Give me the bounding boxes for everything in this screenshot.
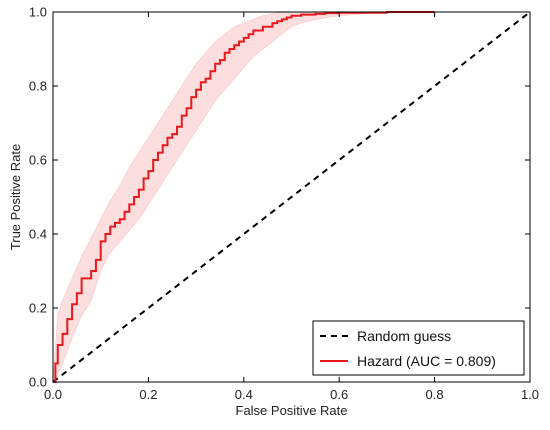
y-tick-label: 0.2 [29, 301, 47, 316]
x-tick-label: 0.6 [330, 387, 348, 402]
x-tick-label: 1.0 [521, 387, 539, 402]
y-tick-label: 0.8 [29, 79, 47, 94]
y-tick-label: 0.4 [29, 227, 47, 242]
x-tick-label: 0.0 [44, 387, 62, 402]
legend: Random guess Hazard (AUC = 0.809) [312, 320, 525, 376]
x-tick-label: 0.8 [426, 387, 444, 402]
series-line-random-guess [52, 11, 531, 383]
x-tick-label: 0.4 [235, 387, 253, 402]
y-tick-label: 0.0 [29, 375, 47, 390]
legend-box [312, 320, 525, 376]
legend-label-hazard: Hazard (AUC = 0.809) [357, 353, 496, 369]
series-layer [52, 11, 531, 383]
confidence-band [52, 11, 435, 383]
x-axis-label: False Positive Rate [236, 403, 348, 418]
y-tick-label: 0.6 [29, 153, 47, 168]
plot-frame [52, 11, 531, 383]
tick-layer: 0.0 0.2 0.4 0.6 0.8 1.0 0.0 0.2 0.4 0.6 0.8 1.0 [29, 5, 539, 403]
y-axis-label: True Positive Rate [8, 144, 23, 250]
legend-label-random-guess: Random guess [357, 328, 451, 344]
confidence-band-layer [52, 11, 435, 383]
x-tick-label: 0.2 [139, 387, 157, 402]
series-line-hazard [53, 11, 435, 383]
y-tick-label: 1.0 [29, 5, 47, 20]
